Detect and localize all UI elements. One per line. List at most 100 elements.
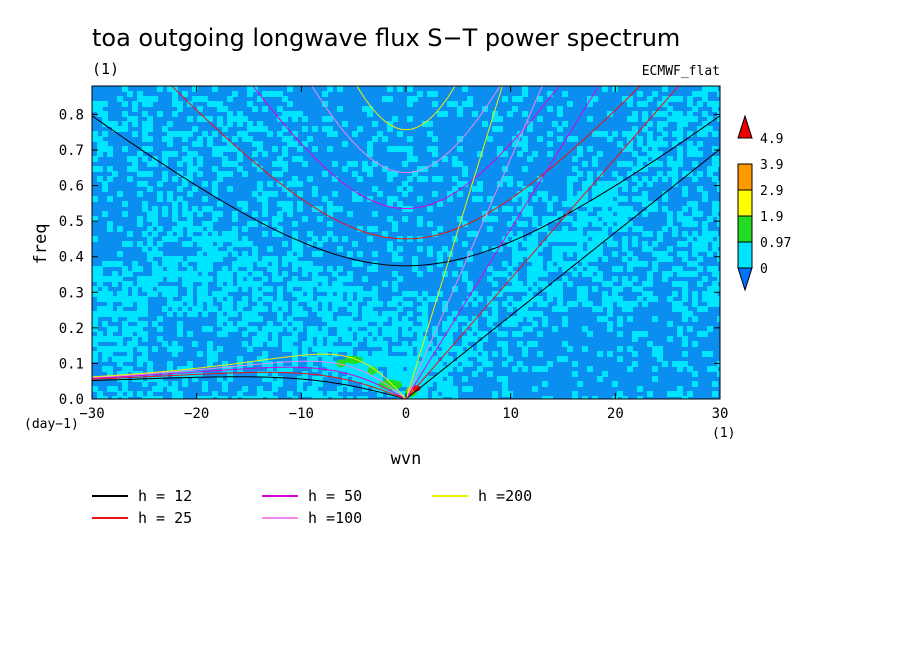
- power-cell: [252, 251, 258, 257]
- power-cell: [397, 276, 403, 282]
- power-cell: [697, 211, 703, 217]
- y-tick-label: 0.4: [59, 250, 84, 266]
- power-cell: [662, 121, 668, 127]
- power-cell: [187, 331, 193, 337]
- power-cell: [262, 326, 268, 332]
- power-cell: [117, 261, 123, 267]
- power-cell: [592, 256, 598, 262]
- power-cell: [112, 271, 118, 277]
- power-cell: [392, 371, 398, 377]
- power-cell: [432, 136, 438, 142]
- power-cell: [587, 176, 593, 182]
- power-cell: [102, 321, 108, 327]
- power-cell: [637, 226, 643, 232]
- power-cell: [387, 331, 393, 337]
- power-cell: [187, 276, 193, 282]
- power-cell: [567, 186, 573, 192]
- power-cell: [317, 266, 323, 272]
- y-tick-label: 0.8: [59, 107, 84, 123]
- power-cell: [107, 121, 113, 127]
- power-cell: [152, 246, 158, 252]
- power-cell: [427, 206, 433, 212]
- power-cell: [662, 226, 668, 232]
- power-cell: [92, 311, 98, 317]
- power-cell: [402, 301, 408, 307]
- power-cell: [587, 271, 593, 277]
- power-cell: [367, 106, 373, 112]
- power-cell: [512, 261, 518, 267]
- power-cell: [402, 381, 408, 387]
- power-cell: [547, 396, 553, 399]
- power-cell: [667, 211, 673, 217]
- power-cell: [117, 251, 123, 257]
- power-cell: [162, 291, 168, 297]
- power-cell: [667, 216, 673, 222]
- power-cell: [382, 316, 388, 322]
- power-cell: [687, 311, 693, 317]
- power-cell: [327, 131, 333, 137]
- power-cell: [252, 191, 258, 197]
- power-cell: [587, 301, 593, 307]
- power-cell: [307, 136, 313, 142]
- power-cell: [382, 361, 388, 367]
- power-cell: [547, 151, 553, 157]
- power-cell: [612, 186, 618, 192]
- curve-inertia-gravity-h100: [311, 86, 501, 174]
- power-cell: [342, 316, 348, 322]
- power-cell: [632, 351, 638, 357]
- power-cell: [217, 271, 223, 277]
- power-cell: [377, 361, 383, 367]
- power-cell: [362, 361, 368, 367]
- power-cell: [692, 106, 698, 112]
- power-cell: [437, 201, 443, 207]
- power-cell: [667, 156, 673, 162]
- power-cell: [97, 151, 103, 157]
- power-cell: [107, 296, 113, 302]
- power-cell: [557, 301, 563, 307]
- power-cell: [422, 371, 428, 377]
- power-cell: [347, 386, 353, 392]
- power-cell: [417, 246, 423, 252]
- power-cell: [167, 121, 173, 127]
- power-cell: [352, 341, 358, 347]
- power-cell: [102, 351, 108, 357]
- power-cell: [337, 206, 343, 212]
- power-cell: [427, 381, 433, 387]
- power-cell: [247, 316, 253, 322]
- power-cell: [332, 236, 338, 242]
- power-cell: [617, 266, 623, 272]
- power-cell: [322, 196, 328, 202]
- power-cell: [152, 161, 158, 167]
- power-cell: [252, 271, 258, 277]
- power-cell: [277, 201, 283, 207]
- power-cell: [647, 296, 653, 302]
- power-cell: [502, 341, 508, 347]
- power-cell: [387, 196, 393, 202]
- power-cell: [377, 351, 383, 357]
- power-cell: [197, 116, 203, 122]
- power-cell: [212, 231, 218, 237]
- power-cell: [212, 181, 218, 187]
- power-cell: [712, 146, 718, 152]
- power-cell: [592, 221, 598, 227]
- power-cell: [697, 241, 703, 247]
- power-cell: [207, 246, 213, 252]
- power-cell: [607, 301, 613, 307]
- power-cell: [707, 351, 713, 357]
- power-cell: [177, 131, 183, 137]
- power-cell: [412, 361, 418, 367]
- power-cell: [637, 386, 643, 392]
- power-cell: [167, 151, 173, 157]
- power-cell: [342, 236, 348, 242]
- power-cell: [677, 111, 683, 117]
- power-cell: [602, 256, 608, 262]
- curve-inertia-gravity-h12: [92, 115, 720, 267]
- power-cell: [552, 231, 558, 237]
- power-cell: [417, 176, 423, 182]
- power-cell: [347, 161, 353, 167]
- power-cell: [282, 321, 288, 327]
- power-cell: [672, 141, 678, 147]
- power-cell: [702, 241, 708, 247]
- power-cell: [352, 366, 358, 372]
- power-cell: [202, 96, 208, 102]
